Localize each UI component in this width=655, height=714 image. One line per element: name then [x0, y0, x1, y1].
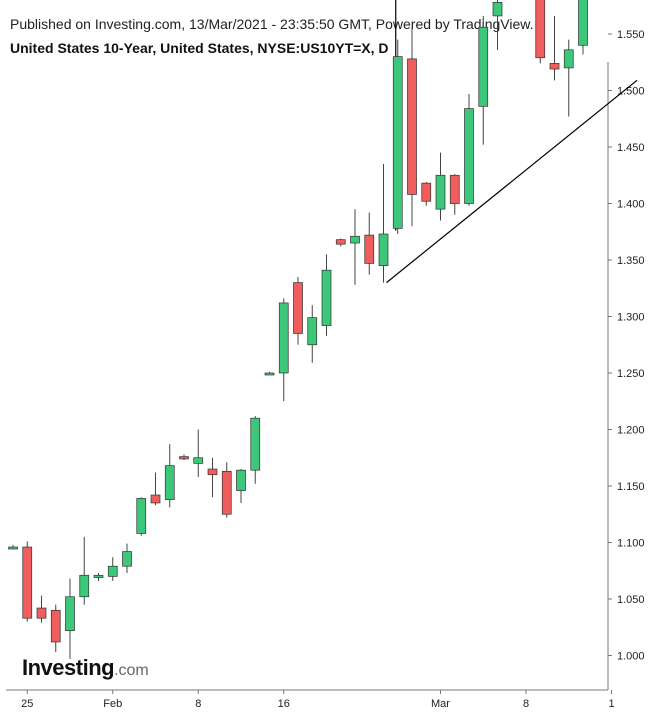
logo-suffix-text: .com [114, 662, 149, 679]
candle-up [278, 302, 289, 374]
candle-up [321, 269, 332, 326]
candle-up [93, 574, 104, 578]
candle-down [335, 239, 346, 245]
x-tick-label: 8 [195, 698, 201, 710]
y-tick-label: 1.000 [617, 651, 645, 663]
candle-up [478, 26, 489, 107]
y-tick-label: 1.250 [617, 368, 645, 380]
candle-up [250, 417, 261, 471]
candle-down [22, 546, 33, 619]
candle-down [535, 0, 546, 59]
y-tick-label: 1.200 [617, 425, 645, 437]
y-tick-label: 1.550 [617, 29, 645, 41]
y-tick-label: 1.350 [617, 255, 645, 267]
candle-up [378, 233, 389, 266]
candle-down [549, 63, 560, 70]
x-tick-label: 25 [21, 698, 33, 710]
support-trendline [386, 79, 638, 284]
candle-up [435, 174, 446, 210]
y-tick-label: 1.150 [617, 481, 645, 493]
candle-up [264, 372, 275, 376]
candle-up [65, 596, 75, 631]
candle-up [464, 108, 474, 204]
candle-up [164, 465, 175, 500]
investing-logo: Investing.com [22, 655, 149, 681]
published-caption: Published on Investing.com, 13/Mar/2021 … [10, 16, 534, 32]
candle-down [293, 282, 303, 334]
y-tick-label: 1.400 [617, 199, 645, 211]
candle-down [364, 234, 375, 264]
x-tick-label: Mar [431, 698, 450, 710]
candle-up [236, 469, 246, 491]
candle-down [407, 58, 417, 195]
candle-down [179, 456, 189, 460]
candle-up [307, 317, 318, 346]
logo-main-text: Investing [22, 655, 115, 680]
x-tick-label: 8 [523, 698, 529, 710]
y-tick-label: 1.500 [617, 86, 645, 98]
x-tick-label: 1 [608, 698, 614, 710]
candle-up [107, 565, 118, 577]
candle-up [193, 457, 204, 464]
candle-up [122, 551, 132, 567]
candle-up [492, 2, 503, 17]
y-tick-label: 1.050 [617, 594, 645, 606]
x-tick-label: 16 [278, 698, 290, 710]
candle-up [392, 56, 403, 229]
candle-up [350, 235, 360, 244]
candle-down [207, 468, 218, 476]
candle-down [150, 494, 161, 504]
candle-down [36, 607, 47, 619]
candle-up [79, 574, 90, 598]
chart-title: United States 10-Year, United States, NY… [10, 40, 389, 56]
y-tick-label: 1.100 [617, 538, 645, 550]
candle-up [578, 0, 588, 46]
candle-down [221, 470, 232, 515]
candle-up [136, 498, 147, 534]
x-tick-label: Feb [103, 698, 122, 710]
candle-up [8, 546, 18, 550]
candle-down [421, 182, 432, 202]
candle-down [449, 174, 460, 204]
candle-down [50, 609, 61, 643]
candle-up [563, 49, 574, 69]
y-tick-label: 1.300 [617, 312, 645, 324]
y-tick-label: 1.450 [617, 142, 645, 154]
